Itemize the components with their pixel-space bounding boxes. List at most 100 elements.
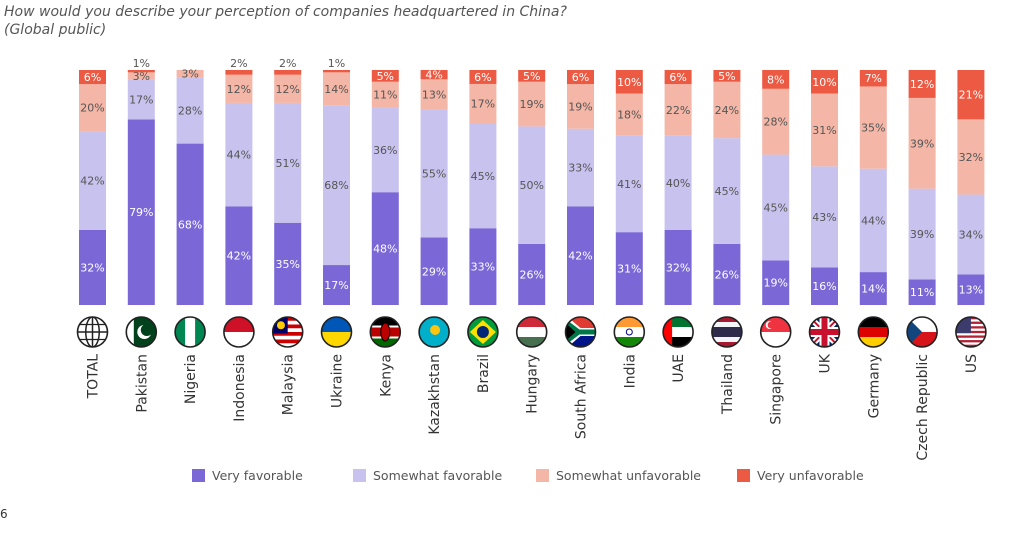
bar-segment-very-favorable-malaysia: [274, 222, 302, 305]
bar-segment-somewhat-favorable-germany: [859, 168, 887, 273]
kazakhstan-flag-icon: [418, 316, 450, 348]
bar-segment-very-unfavorable-kenya: [371, 70, 399, 82]
data-label-somewhat-favorable-uae: 40%: [666, 177, 690, 190]
bar-segment-somewhat-favorable-kenya: [371, 107, 399, 193]
stacked-bar-chart: 32%42%20%6%TOTAL79%17%3%1%Pakistan68%28%…: [76, 57, 987, 460]
bar-segment-somewhat-favorable-uk: [811, 166, 838, 268]
pakistan-flag-icon: [125, 316, 158, 348]
bar-segment-very-favorable-germany: [859, 272, 887, 305]
bar-segment-somewhat-unfavorable-total: [79, 84, 106, 132]
bar-segment-somewhat-unfavorable-hungary: [518, 81, 546, 127]
bar-segment-somewhat-favorable-brazil: [469, 123, 497, 229]
bar-segment-very-unfavorable-uae: [664, 70, 692, 85]
data-label-very-unfavorable-malaysia: 2%: [279, 57, 296, 70]
thailand-flag-icon: [711, 316, 743, 348]
legend: Very favorable Somewhat favorable Somewh…: [0, 468, 1024, 488]
bar-segment-somewhat-favorable-malaysia: [274, 102, 302, 223]
legend-swatch-very-unfavorable: [737, 469, 750, 482]
data-label-somewhat-favorable-kazakhstan: 55%: [422, 168, 446, 181]
data-label-very-favorable-thailand: 26%: [715, 268, 739, 281]
legend-item-somewhat-unfavorable: Somewhat unfavorable: [536, 468, 701, 483]
bar-segment-very-favorable-ukraine: [323, 265, 350, 305]
data-label-very-favorable-germany: 14%: [861, 283, 885, 296]
data-label-somewhat-favorable-india: 41%: [617, 178, 641, 191]
category-label-south-africa: South Africa: [574, 354, 590, 439]
bar-segment-very-unfavorable-hungary: [518, 70, 546, 82]
bar-segment-somewhat-unfavorable-us: [957, 119, 985, 195]
category-label-malaysia: Malaysia: [281, 354, 297, 415]
data-label-very-favorable-total: 32%: [80, 261, 104, 274]
data-label-very-unfavorable-ukraine: 1%: [328, 57, 345, 70]
legend-swatch-somewhat-unfavorable: [536, 469, 549, 482]
bar-segment-very-favorable-indonesia: [225, 206, 253, 305]
data-label-very-unfavorable-us: 21%: [959, 89, 983, 102]
category-label-brazil: Brazil: [476, 354, 492, 393]
bar-segment-somewhat-unfavorable-kazakhstan: [420, 79, 448, 110]
bar-segment-very-favorable-total: [79, 229, 106, 305]
data-label-very-favorable-singapore: 19%: [763, 277, 787, 290]
data-label-somewhat-unfavorable-brazil: 17%: [471, 98, 495, 111]
data-label-very-unfavorable-czech-republic: 12%: [910, 78, 934, 91]
bar-segment-somewhat-unfavorable-malaysia: [274, 74, 302, 103]
category-label-pakistan: Pakistan: [134, 354, 150, 413]
bar-segment-somewhat-unfavorable-czech-republic: [908, 97, 936, 189]
bar-segment-very-unfavorable-uk: [811, 70, 838, 94]
data-label-very-favorable-czech-republic: 11%: [910, 286, 934, 299]
data-label-somewhat-favorable-nigeria: 28%: [178, 104, 202, 117]
malaysia-flag-icon: [271, 316, 304, 348]
globe-icon: [76, 316, 109, 348]
data-label-somewhat-unfavorable-malaysia: 12%: [275, 83, 299, 96]
bar-segment-very-unfavorable-czech-republic: [908, 70, 936, 98]
data-label-somewhat-favorable-thailand: 45%: [715, 185, 739, 198]
south-africa-flag-icon: [564, 316, 597, 348]
chart-title-line1: How would you describe your perception o…: [4, 4, 567, 20]
bar-segment-somewhat-unfavorable-brazil: [469, 83, 497, 124]
bar-segment-very-favorable-brazil: [469, 228, 497, 305]
data-label-very-favorable-nigeria: 68%: [178, 218, 202, 231]
data-label-very-unfavorable-germany: 7%: [865, 72, 882, 85]
data-label-somewhat-unfavorable-uae: 22%: [666, 104, 690, 117]
bar-segment-very-favorable-us: [957, 274, 985, 305]
bar-segment-somewhat-unfavorable-india: [615, 93, 643, 136]
category-label-india: India: [622, 354, 638, 388]
bar-segment-somewhat-favorable-thailand: [713, 138, 741, 244]
data-label-very-unfavorable-kazakhstan: 4%: [425, 69, 442, 82]
data-label-somewhat-unfavorable-india: 18%: [617, 109, 641, 122]
bar-segment-very-unfavorable-kazakhstan: [420, 70, 448, 80]
bar-segment-very-unfavorable-germany: [859, 70, 887, 87]
ukraine-flag-icon: [320, 316, 353, 348]
data-label-somewhat-unfavorable-czech-republic: 39%: [910, 137, 934, 150]
bar-segment-somewhat-unfavorable-thailand: [713, 81, 741, 139]
bar-segment-very-favorable-south-africa: [567, 206, 594, 305]
legend-label-very-unfavorable: Very unfavorable: [757, 468, 864, 483]
bar-segment-somewhat-favorable-singapore: [762, 154, 790, 261]
chart-title: How would you describe your perception o…: [4, 3, 567, 39]
data-label-somewhat-unfavorable-uk: 31%: [812, 124, 836, 137]
bar-segment-somewhat-unfavorable-south-africa: [567, 84, 594, 129]
bar-segment-very-favorable-uae: [664, 229, 692, 305]
data-label-very-favorable-brazil: 33%: [471, 261, 495, 274]
bar-segment-somewhat-favorable-hungary: [518, 126, 546, 244]
bar-segment-very-unfavorable-pakistan: [127, 70, 155, 73]
bar-segment-somewhat-favorable-india: [615, 135, 643, 233]
data-label-somewhat-favorable-germany: 44%: [861, 214, 885, 227]
legend-item-somewhat-favorable: Somewhat favorable: [353, 468, 502, 483]
data-label-somewhat-favorable-czech-republic: 39%: [910, 228, 934, 241]
singapore-flag-icon: [759, 316, 792, 348]
stray-page-mark: 6: [0, 507, 8, 521]
uae-flag-icon: [662, 316, 694, 348]
hungary-flag-icon: [515, 316, 548, 348]
data-label-very-favorable-indonesia: 42%: [227, 250, 251, 263]
bar-segment-somewhat-unfavorable-uk: [811, 93, 838, 167]
data-label-somewhat-unfavorable-south-africa: 19%: [568, 100, 592, 113]
data-label-very-unfavorable-south-africa: 6%: [572, 71, 589, 84]
data-label-very-favorable-uk: 16%: [812, 280, 836, 293]
category-label-kenya: Kenya: [378, 354, 394, 397]
bar-segment-very-unfavorable-us: [957, 70, 985, 120]
data-label-somewhat-favorable-south-africa: 33%: [568, 162, 592, 175]
nigeria-flag-icon: [174, 316, 206, 348]
bar-segment-very-unfavorable-singapore: [762, 70, 790, 89]
data-label-somewhat-favorable-uk: 43%: [812, 211, 836, 224]
bar-segment-somewhat-unfavorable-indonesia: [225, 74, 253, 103]
data-label-very-unfavorable-india: 10%: [617, 76, 641, 89]
